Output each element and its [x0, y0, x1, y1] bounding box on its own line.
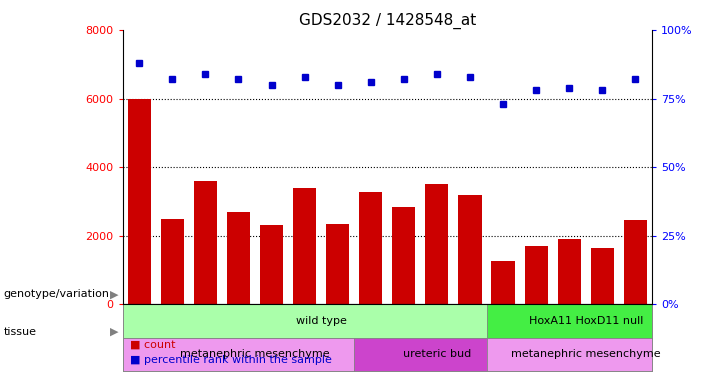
Text: tissue: tissue	[4, 327, 36, 337]
Bar	[359, 192, 382, 304]
Text: ▶: ▶	[110, 290, 118, 299]
Bar	[491, 261, 515, 304]
Bar	[393, 207, 416, 304]
Bar	[354, 338, 486, 371]
Text: ▶: ▶	[110, 327, 118, 337]
Text: ureteric bud: ureteric bud	[403, 350, 471, 360]
Text: genotype/variation: genotype/variation	[4, 290, 109, 299]
Text: metanephric mesenchyme: metanephric mesenchyme	[511, 350, 660, 360]
Title: GDS2032 / 1428548_at: GDS2032 / 1428548_at	[299, 12, 476, 28]
Bar	[486, 304, 652, 338]
Bar	[458, 195, 482, 304]
Bar	[486, 338, 652, 371]
Bar	[326, 224, 349, 304]
Bar	[193, 181, 217, 304]
Bar	[161, 219, 184, 304]
Bar	[624, 220, 647, 304]
Bar	[227, 211, 250, 304]
Text: HoxA11 HoxD11 null: HoxA11 HoxD11 null	[529, 316, 643, 326]
Text: ■ percentile rank within the sample: ■ percentile rank within the sample	[130, 355, 332, 365]
Bar	[123, 304, 486, 338]
Bar	[260, 225, 283, 304]
Bar	[128, 99, 151, 304]
Bar	[426, 184, 449, 304]
Bar	[524, 246, 547, 304]
Bar	[591, 248, 614, 304]
Bar	[558, 239, 581, 304]
Text: metanephric mesenchyme: metanephric mesenchyme	[180, 350, 329, 360]
Text: wild type: wild type	[296, 316, 346, 326]
Text: ■ count: ■ count	[130, 340, 175, 350]
Bar	[123, 338, 354, 371]
Bar	[293, 188, 316, 304]
